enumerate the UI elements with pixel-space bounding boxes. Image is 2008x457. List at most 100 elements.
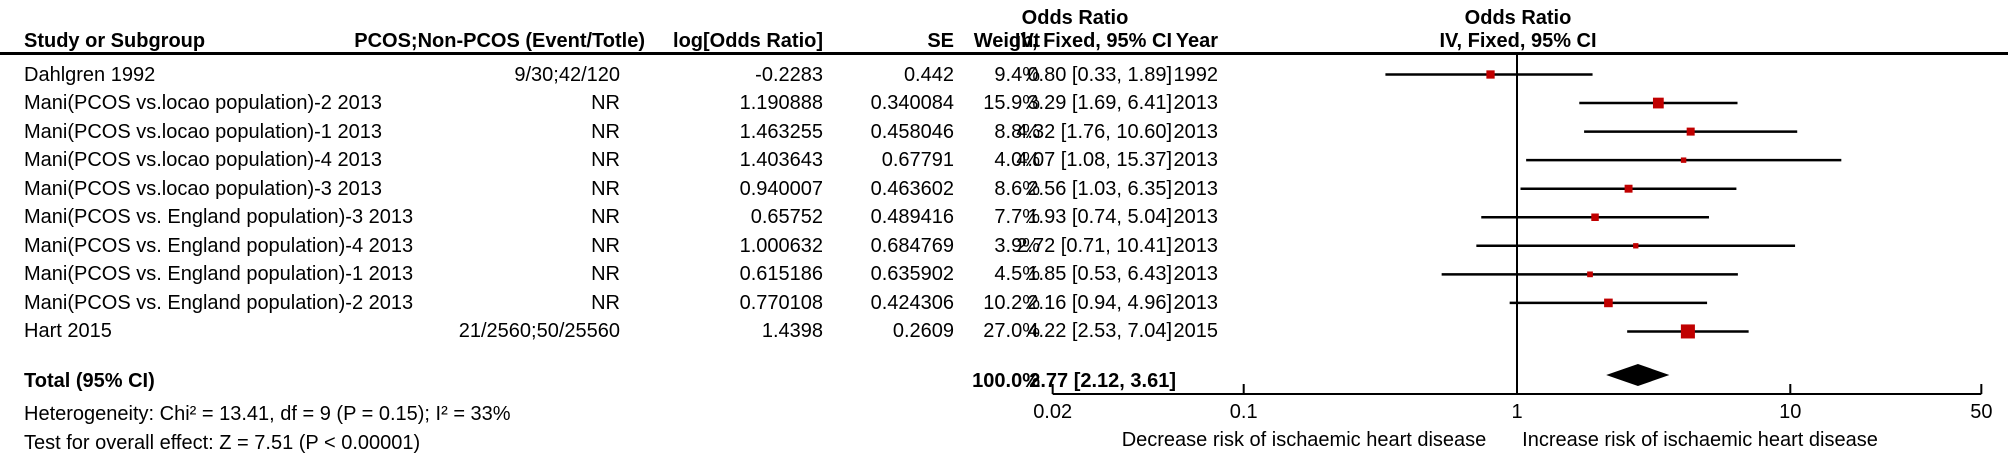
study-weight: 15.9% — [983, 92, 1040, 115]
study-se: 0.424306 — [870, 291, 954, 314]
study-logor: -0.2283 — [755, 63, 823, 86]
table-or-title: Odds Ratio — [1021, 7, 1129, 29]
study-logor: 1.000632 — [739, 234, 823, 257]
study-weight: 3.9% — [994, 234, 1040, 257]
study-weight: 8.6% — [994, 177, 1040, 200]
study-ci: 4.32 [1.76, 10.60] — [1016, 120, 1172, 143]
study-events: NR — [591, 234, 620, 257]
col-header-year: Year — [1175, 30, 1218, 52]
study-weight: 9.4% — [994, 63, 1040, 86]
effect-square — [1652, 97, 1664, 109]
total-ci: 2.77 [2.12, 3.61] — [1029, 370, 1176, 392]
study-ci: 1.93 [0.74, 5.04] — [1027, 206, 1172, 229]
study-name: Dahlgren 1992 — [24, 63, 156, 86]
study-name: Mani(PCOS vs. England population)-3 2013 — [24, 206, 414, 229]
study-ci: 2.72 [0.71, 10.41] — [1016, 234, 1172, 257]
effect-square — [1633, 243, 1639, 249]
study-year: 2013 — [1173, 177, 1219, 200]
study-logor: 0.615186 — [739, 263, 823, 286]
study-events: NR — [591, 263, 620, 286]
study-events: NR — [591, 92, 620, 115]
study-year: 2013 — [1173, 149, 1219, 172]
study-name: Mani(PCOS vs.locao population)-2 2013 — [24, 92, 382, 115]
study-weight: 10.2% — [983, 291, 1040, 314]
study-name: Hart 2015 — [24, 320, 112, 343]
study-weight: 4.5% — [994, 263, 1040, 286]
effect-square — [1680, 324, 1695, 339]
study-year: 2015 — [1173, 320, 1219, 343]
effect-square — [1486, 70, 1495, 79]
study-se: 0.2609 — [892, 320, 954, 343]
study-events: 21/2560;50/25560 — [458, 320, 620, 343]
total-weight: 100.0% — [972, 370, 1040, 392]
study-year: 2013 — [1173, 234, 1219, 257]
study-year: 2013 — [1173, 206, 1219, 229]
study-weight: 7.7% — [994, 206, 1040, 229]
plot-title-line2: IV, Fixed, 95% CI — [1439, 30, 1597, 52]
study-weight: 4.0% — [994, 149, 1040, 172]
study-year: 2013 — [1173, 291, 1219, 314]
study-se: 0.442 — [903, 63, 954, 86]
study-ci: 1.85 [0.53, 6.43] — [1027, 263, 1172, 286]
study-se: 0.635902 — [870, 263, 954, 286]
header-divider — [0, 52, 2008, 55]
study-events: NR — [591, 177, 620, 200]
axis-label-decrease: Decrease risk of ischaemic heart disease — [1121, 429, 1487, 451]
total-label: Total (95% CI) — [24, 370, 155, 392]
study-name: Mani(PCOS vs. England population)-1 2013 — [24, 263, 414, 286]
study-logor: 1.190888 — [739, 92, 823, 115]
study-events: NR — [591, 149, 620, 172]
col-header-events: PCOS;Non-PCOS (Event/Totle) — [354, 30, 645, 52]
study-year: 2013 — [1173, 120, 1219, 143]
axis-tick-label: 10 — [1779, 401, 1802, 423]
study-events: NR — [591, 206, 620, 229]
study-name: Mani(PCOS vs.locao population)-4 2013 — [24, 149, 382, 172]
col-header-weight: Weight — [973, 30, 1040, 52]
col-header-se: SE — [927, 30, 954, 52]
study-weight: 8.8% — [994, 120, 1040, 143]
axis-tick-label: 1 — [1511, 401, 1523, 423]
heterogeneity-text: Heterogeneity: Chi² = 13.41, df = 9 (P =… — [24, 403, 511, 425]
study-ci: 4.22 [2.53, 7.04] — [1027, 320, 1172, 343]
col-header-ci: IV, Fixed, 95% CI — [1014, 30, 1172, 52]
study-name: Mani(PCOS vs.locao population)-3 2013 — [24, 177, 382, 200]
study-logor: 0.770108 — [739, 291, 823, 314]
effect-square — [1680, 157, 1687, 163]
axis-label-increase: Increase risk of ischaemic heart disease — [1522, 429, 1878, 451]
study-se: 0.458046 — [870, 120, 954, 143]
study-ci: 4.07 [1.08, 15.37] — [1016, 149, 1172, 172]
study-events: NR — [591, 120, 620, 143]
study-se: 0.684769 — [870, 234, 954, 257]
study-logor: 1.403643 — [739, 149, 823, 172]
col-header-logor: log[Odds Ratio] — [673, 30, 823, 52]
study-name: Mani(PCOS vs.locao population)-1 2013 — [24, 120, 382, 143]
axis-tick-label: 0.1 — [1229, 401, 1258, 423]
study-weight: 27.0% — [983, 320, 1040, 343]
study-events: NR — [591, 291, 620, 314]
effect-square — [1604, 298, 1613, 308]
study-year: 1992 — [1173, 63, 1219, 86]
study-logor: 1.463255 — [739, 120, 823, 143]
col-header-study: Study or Subgroup — [24, 30, 206, 52]
effect-square — [1686, 127, 1695, 136]
study-ci: 0.80 [0.33, 1.89] — [1027, 63, 1172, 86]
study-se: 0.463602 — [870, 177, 954, 200]
study-ci: 2.56 [1.03, 6.35] — [1027, 177, 1172, 200]
study-year: 2013 — [1173, 263, 1219, 286]
study-name: Mani(PCOS vs. England population)-4 2013 — [24, 234, 414, 257]
study-events: 9/30;42/120 — [514, 63, 620, 86]
study-logor: 0.940007 — [739, 177, 823, 200]
axis-tick-label: 50 — [1970, 401, 1993, 423]
effect-square — [1591, 213, 1599, 221]
study-name: Mani(PCOS vs. England population)-2 2013 — [24, 291, 414, 314]
total-diamond — [1606, 364, 1670, 386]
effect-square — [1587, 271, 1593, 278]
overall-effect-text: Test for overall effect: Z = 7.51 (P < 0… — [24, 432, 421, 454]
study-logor: 1.4398 — [761, 320, 823, 343]
study-year: 2013 — [1173, 92, 1219, 115]
study-logor: 0.65752 — [750, 206, 823, 229]
axis-tick-label: 0.02 — [1033, 401, 1073, 423]
study-ci: 2.16 [0.94, 4.96] — [1027, 291, 1172, 314]
